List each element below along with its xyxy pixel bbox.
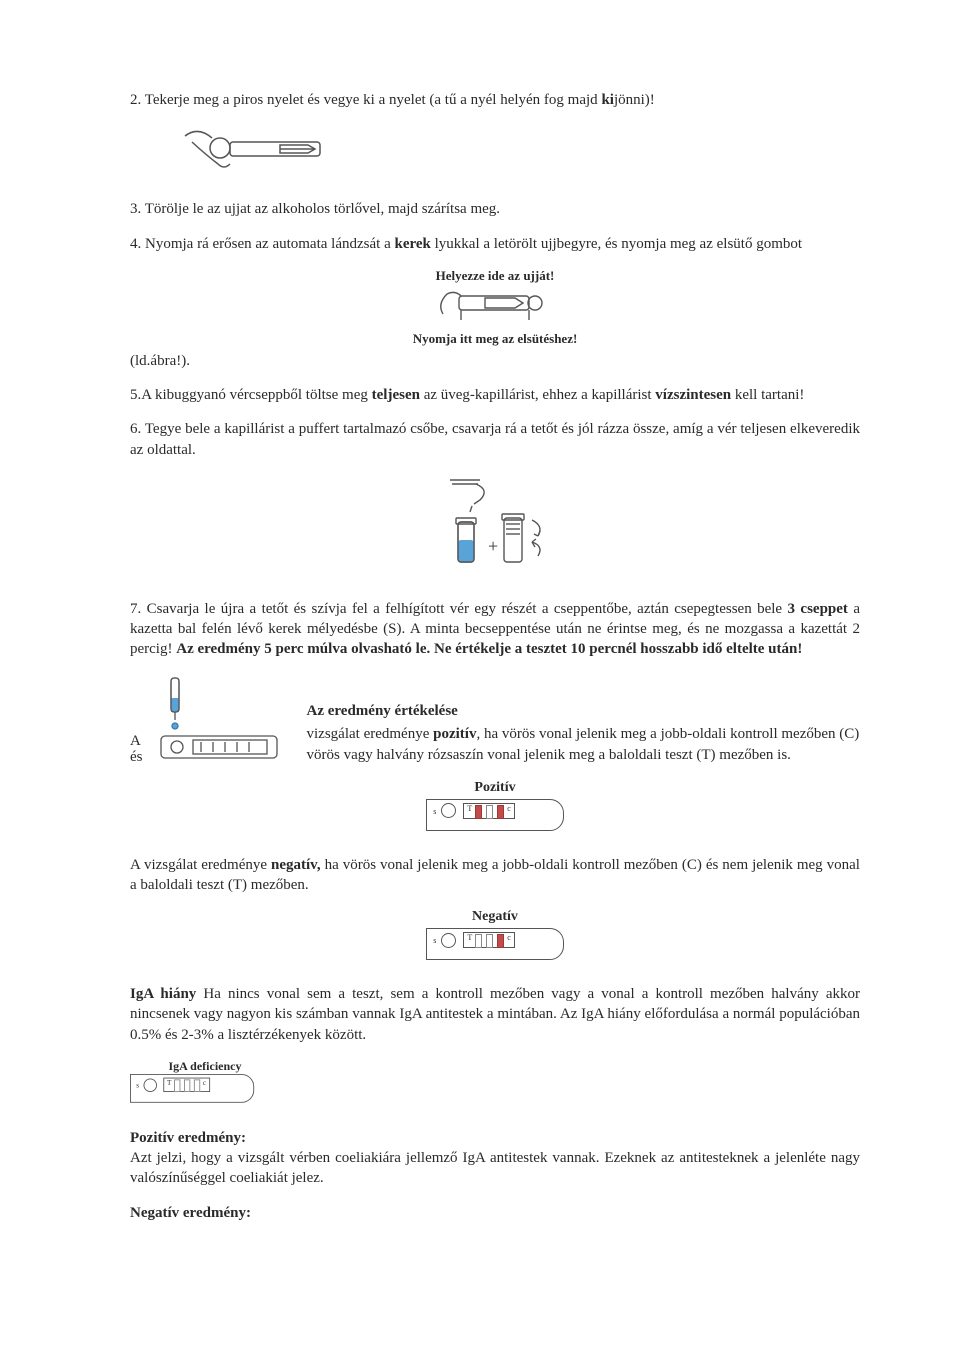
neg-prefix: A vizsgálat eredménye: [130, 857, 271, 873]
side-label: A és: [130, 733, 143, 766]
t-band-red: [475, 805, 482, 819]
step5-bold2: vízszintesen: [655, 387, 731, 403]
step7-bold1: 3 cseppet: [788, 601, 848, 617]
lancet-figure-2: Helyezze ide az ujját! Nyomja itt meg az…: [130, 268, 860, 347]
evaluation-text: Az eredmény értékelése vizsgálat eredmén…: [307, 701, 860, 766]
eval-pos-pre: vizsgálat eredménye: [307, 726, 434, 742]
step7-prefix: 7. Csavarja le újra a tetőt és szívja fe…: [130, 601, 788, 617]
eval-positive-line2: vörös vagy halvány rózsaszín vonal jelen…: [307, 745, 860, 766]
step5-mid: az üveg-kapillárist, ehhez a kapillárist: [420, 387, 655, 403]
tubes-figure: +: [130, 474, 860, 579]
step-2: 2. Tekerje meg a piros nyelet és vegye k…: [130, 90, 860, 110]
iga-suffix: Ha nincs vonal sem a teszt, sem a kontro…: [130, 986, 860, 1043]
lancet-figure-1: [170, 124, 860, 179]
step7-bold2: Az eredmény 5 perc múlva olvasható le. N…: [176, 641, 802, 657]
step4-bold: kerek: [394, 236, 430, 252]
step2-bold: ki: [601, 92, 614, 108]
step-3: 3. Törölje le az ujjat az alkoholos törl…: [130, 199, 860, 219]
dropper-cassette-svg: [153, 676, 283, 766]
evaluation-row: A és: [130, 676, 860, 766]
step-7: 7. Csavarja le újra a tetőt és szívja fe…: [130, 599, 860, 660]
iga-label: IgA deficiency: [130, 1059, 280, 1074]
step2-suffix: jönni)!: [614, 92, 655, 108]
eval-positive-line: vizsgálat eredménye pozitív, ha vörös vo…: [307, 724, 860, 745]
iga-paragraph: IgA hiány Ha nincs vonal sem a teszt, se…: [130, 984, 860, 1045]
lancet1-svg: [170, 124, 340, 174]
strip: Tc: [163, 1078, 209, 1092]
positive-cassette: s Tc: [426, 799, 564, 831]
ld-abra: (ld.ábra!).: [130, 351, 860, 371]
step5-bold1: teljesen: [372, 387, 420, 403]
step-4: 4. Nyomja rá erősen az automata lándzsát…: [130, 234, 860, 254]
c-band-red: [497, 934, 504, 948]
document-page: 2. Tekerje meg a piros nyelet és vegye k…: [0, 0, 960, 1365]
c-band-red: [497, 805, 504, 819]
neg-bold: negatív,: [271, 857, 321, 873]
step5-prefix: 5.A kibuggyanó vércseppből töltse meg: [130, 387, 372, 403]
positive-result-body: Azt jelzi, hogy a vizsgált vérben coelia…: [130, 1148, 860, 1189]
negative-paragraph: A vizsgálat eredménye negatív, ha vörös …: [130, 855, 860, 896]
step5-suffix: kell tartani!: [731, 387, 804, 403]
negative-result-title: Negatív eredmény:: [130, 1203, 860, 1223]
step2-prefix: 2. Tekerje meg a piros nyelet és vegye k…: [130, 92, 601, 108]
positive-label: Pozitív: [130, 780, 860, 796]
iga-cassette: s Tc: [130, 1074, 254, 1103]
well-icon: [441, 803, 456, 818]
step4-suffix: lyukkal a letörölt ujjbegyre, és nyomja …: [431, 236, 802, 252]
iga-cassette-block: IgA deficiency s Tc: [130, 1059, 860, 1106]
well-icon: [144, 1078, 158, 1092]
lancet-caption-bottom: Nyomja itt meg az elsütéshez!: [130, 331, 860, 347]
eval-pos-bold: pozitív: [433, 726, 476, 742]
negative-label: Negatív: [130, 909, 860, 925]
lancet2-svg: [425, 286, 565, 324]
positive-result-title: Pozitív eredmény:: [130, 1128, 860, 1148]
tubes-svg: +: [420, 474, 570, 574]
strip: Tc: [463, 803, 514, 819]
iga-bold: IgA hiány: [130, 986, 196, 1002]
positive-result-block: Pozitív eredmény: Azt jelzi, hogy a vizs…: [130, 1128, 860, 1189]
negative-result-block: Negatív eredmény:: [130, 1203, 860, 1223]
negative-cassette: s Tc: [426, 928, 564, 960]
well-icon: [441, 933, 456, 948]
side-es: és: [130, 749, 143, 766]
lancet-caption-top: Helyezze ide az ujját!: [130, 268, 860, 284]
strip: Tc: [463, 932, 514, 948]
eval-title: Az eredmény értékelése: [307, 701, 860, 722]
negative-cassette-block: Negatív s Tc: [130, 909, 860, 960]
step-6: 6. Tegye bele a kapillárist a puffert ta…: [130, 419, 860, 460]
side-a: A: [130, 733, 143, 750]
step4-prefix: 4. Nyomja rá erősen az automata lándzsát…: [130, 236, 394, 252]
svg-text:+: +: [488, 536, 498, 556]
eval-pos-post: , ha vörös vonal jelenik meg a jobb-olda…: [476, 726, 859, 742]
step-5: 5.A kibuggyanó vércseppből töltse meg te…: [130, 385, 860, 405]
positive-cassette-block: Pozitív s Tc: [130, 780, 860, 831]
